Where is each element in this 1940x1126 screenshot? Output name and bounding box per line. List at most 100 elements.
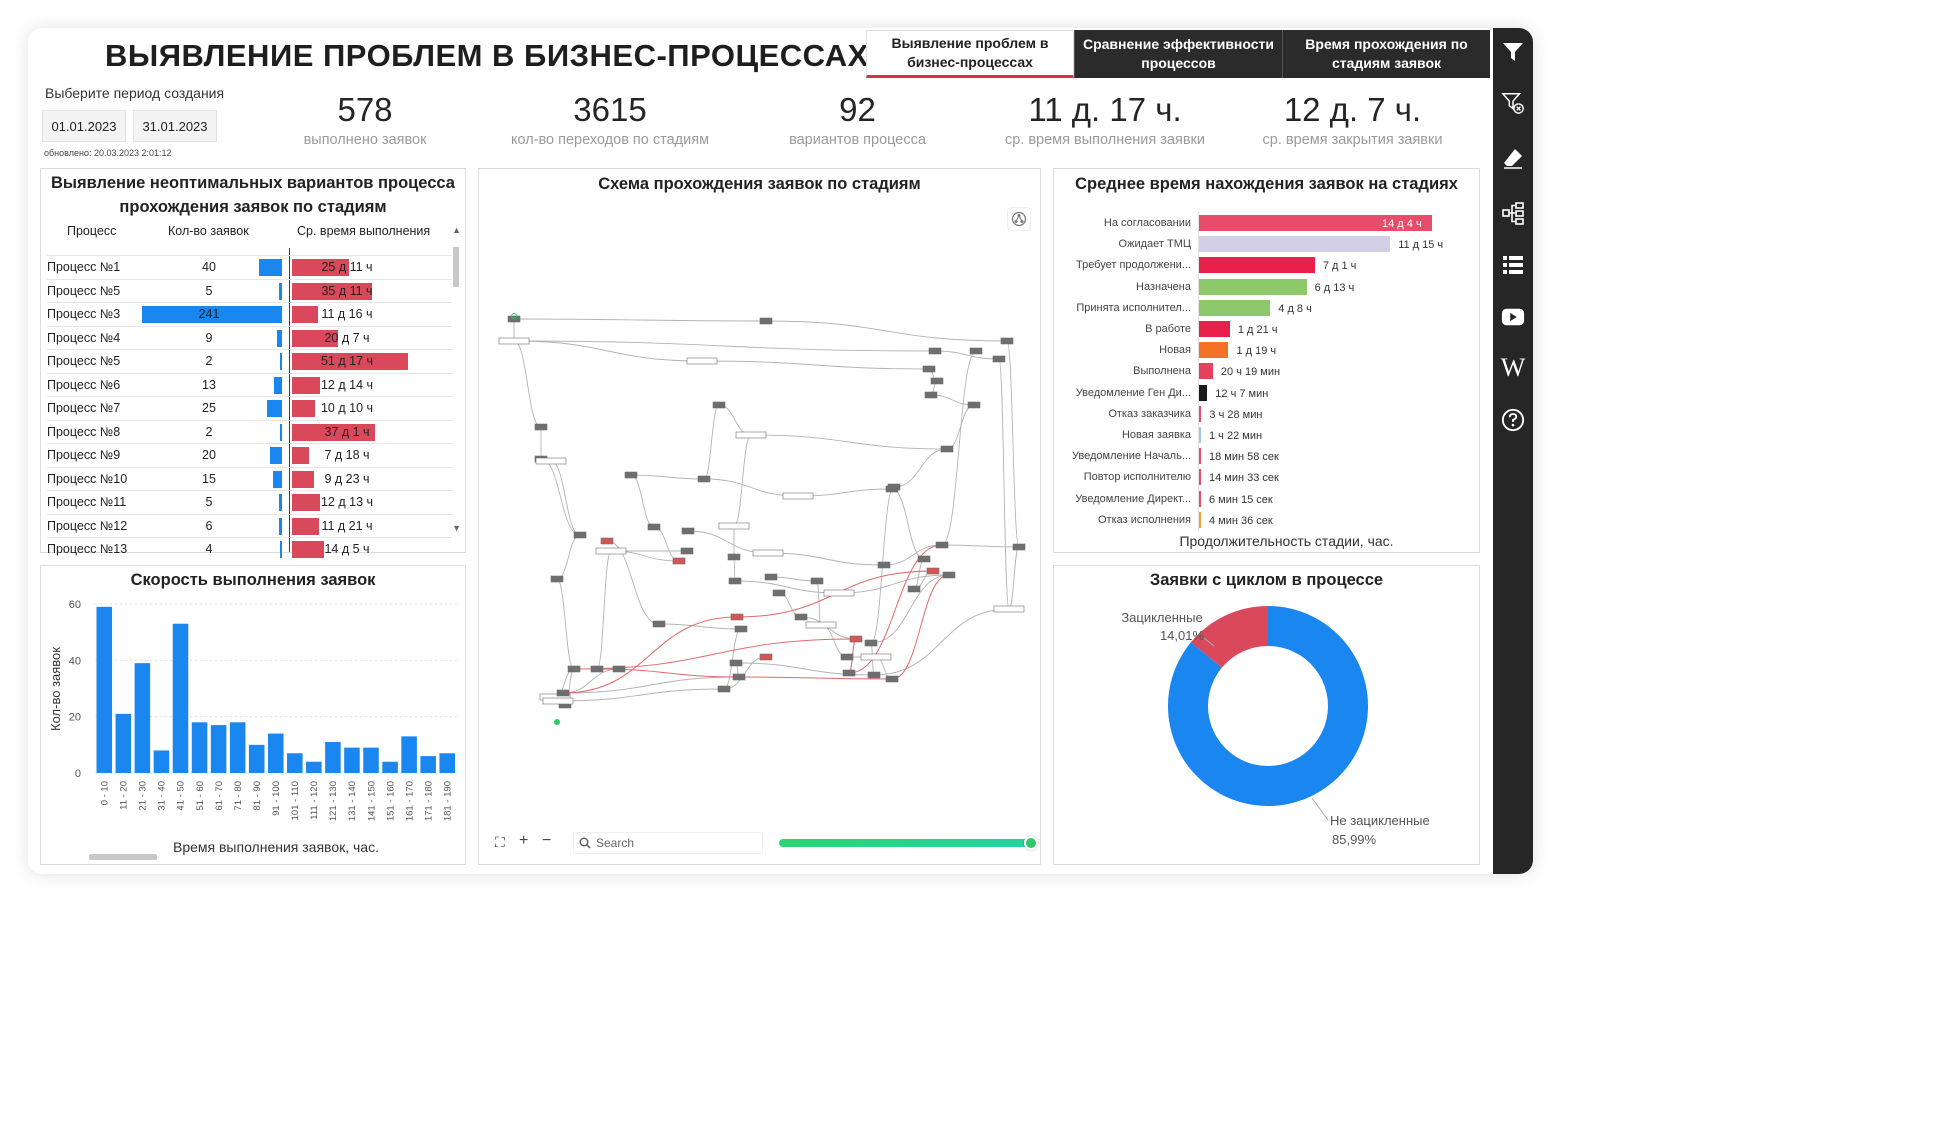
graph-node[interactable]	[922, 365, 936, 373]
graph-node[interactable]	[1000, 337, 1014, 345]
hist-bar[interactable]	[96, 606, 113, 773]
tab-stage-time[interactable]: Время прохождения по стадиям заявок	[1282, 30, 1490, 78]
graph-node[interactable]	[567, 665, 581, 673]
hist-bar[interactable]	[229, 722, 246, 773]
hist-bar[interactable]	[382, 761, 398, 773]
table-row[interactable]: Процесс №4 9 20 д 7 ч	[47, 325, 452, 350]
graph-node[interactable]	[647, 523, 661, 531]
graph-node[interactable]	[595, 547, 627, 555]
fullscreen-icon[interactable]: ⛶	[495, 834, 505, 850]
graph-node[interactable]	[810, 577, 824, 585]
graph-node[interactable]	[764, 573, 778, 581]
hist-bar[interactable]	[401, 736, 417, 773]
graph-node[interactable]	[794, 613, 808, 621]
graph-node[interactable]	[926, 567, 940, 575]
stage-row[interactable]: Повтор исполнителю 14 мин 33 сек	[1054, 467, 1479, 488]
table-row[interactable]: Процесс №1 40 25 д 11 ч	[47, 255, 452, 279]
stage-row[interactable]: Уведомление Началь... 18 мин 58 сек	[1054, 446, 1479, 467]
table-row[interactable]: Процесс №9 20 7 д 18 ч	[47, 443, 452, 467]
stage-row[interactable]: Новая заявка 1 ч 22 мин	[1054, 425, 1479, 446]
clear-filter-icon[interactable]	[1501, 91, 1525, 115]
graph-node[interactable]	[842, 669, 856, 677]
graph-search-input[interactable]: Search	[573, 832, 763, 854]
zoom-out-icon[interactable]: −	[542, 832, 552, 849]
hist-bar[interactable]	[191, 722, 208, 773]
hist-bar[interactable]	[344, 747, 360, 773]
graph-node[interactable]	[864, 639, 878, 647]
hist-bar[interactable]	[439, 753, 455, 773]
graph-node[interactable]	[759, 653, 773, 661]
donut-slice[interactable]	[1168, 606, 1368, 806]
hierarchy-icon[interactable]	[1501, 201, 1525, 225]
stage-row[interactable]: Принята исполнител... 4 д 8 ч	[1054, 298, 1479, 319]
graph-node[interactable]	[860, 653, 892, 661]
graph-node[interactable]	[550, 575, 564, 583]
graph-node[interactable]	[917, 555, 931, 563]
graph-node[interactable]	[885, 675, 899, 683]
hist-bar[interactable]	[267, 733, 284, 773]
hist-bar[interactable]	[210, 725, 227, 773]
graph-node[interactable]	[652, 620, 666, 628]
graph-node[interactable]	[686, 357, 718, 365]
tab-problems[interactable]: Выявление проблем в бизнес-процессах	[866, 30, 1074, 78]
graph-node[interactable]	[672, 557, 686, 565]
graph-start-node[interactable]	[511, 313, 517, 319]
graph-node[interactable]	[542, 697, 574, 705]
hist-bar[interactable]	[306, 761, 322, 773]
graph-node[interactable]	[752, 549, 784, 557]
graph-node[interactable]	[556, 689, 570, 697]
eraser-icon[interactable]	[1501, 146, 1525, 170]
table-row[interactable]: Процесс №13 4 14 д 5 ч	[47, 537, 452, 561]
table-row[interactable]: Процесс №12 6 11 д 21 ч	[47, 513, 452, 538]
stage-row[interactable]: Уведомление Ген Ди... 12 ч 7 мин	[1054, 383, 1479, 404]
table-row[interactable]: Процесс №6 13 12 д 14 ч	[47, 372, 452, 397]
graph-node[interactable]	[717, 685, 731, 693]
graph-node[interactable]	[969, 347, 983, 355]
graph-node[interactable]	[681, 527, 695, 535]
wikipedia-icon[interactable]: W	[1500, 353, 1526, 382]
graph-node[interactable]	[928, 347, 942, 355]
table-row[interactable]: Процесс №8 2 37 д 1 ч	[47, 419, 452, 444]
graph-node[interactable]	[1012, 543, 1026, 551]
graph-node[interactable]	[993, 605, 1025, 613]
table-row[interactable]: Процесс №7 25 10 д 10 ч	[47, 396, 452, 420]
timeline-slider-track[interactable]	[779, 839, 1029, 847]
graph-node[interactable]	[728, 577, 742, 585]
date-from-input[interactable]: 01.01.2023	[42, 110, 126, 142]
process-flow-diagram[interactable]	[479, 169, 1042, 866]
graph-node[interactable]	[718, 522, 750, 530]
stage-row[interactable]: Отказ исполнения 4 мин 36 сек	[1054, 510, 1479, 531]
table-row[interactable]: Процесс №3 241 11 д 16 ч	[47, 302, 452, 326]
graph-node[interactable]	[712, 401, 726, 409]
graph-node[interactable]	[772, 589, 786, 597]
graph-node[interactable]	[930, 377, 944, 385]
graph-node[interactable]	[805, 621, 837, 629]
table-row[interactable]: Процесс №5 5 35 д 11 ч	[47, 278, 452, 303]
graph-node[interactable]	[967, 401, 981, 409]
list-icon[interactable]	[1501, 253, 1525, 277]
col-header-process[interactable]: Процесс	[67, 224, 117, 238]
graph-end-node[interactable]	[554, 719, 560, 725]
graph-node[interactable]	[823, 589, 855, 597]
hist-bar[interactable]	[248, 744, 265, 773]
hist-bar[interactable]	[363, 747, 379, 773]
graph-node[interactable]	[498, 337, 530, 345]
hist-bar[interactable]	[420, 756, 436, 773]
col-header-count[interactable]: Кол-во заявок	[168, 224, 249, 238]
stage-row[interactable]: На согласовании 14 д 4 ч	[1054, 213, 1479, 234]
hist-bar[interactable]	[153, 750, 170, 773]
graph-node[interactable]	[534, 423, 548, 431]
stage-row[interactable]: Выполнена 20 ч 19 мин	[1054, 361, 1479, 382]
youtube-icon[interactable]	[1501, 305, 1525, 329]
graph-node[interactable]	[935, 541, 949, 549]
graph-node[interactable]	[729, 659, 743, 667]
graph-node[interactable]	[624, 471, 638, 479]
graph-node[interactable]	[735, 431, 767, 439]
hist-bar[interactable]	[134, 663, 151, 773]
stage-row[interactable]: Ожидает ТМЦ 11 д 15 ч	[1054, 234, 1479, 255]
stage-row[interactable]: Назначена 6 д 13 ч	[1054, 277, 1479, 298]
graph-node[interactable]	[535, 457, 567, 465]
hist-bar[interactable]	[287, 753, 303, 773]
help-icon[interactable]	[1501, 408, 1525, 432]
graph-node[interactable]	[734, 625, 748, 633]
